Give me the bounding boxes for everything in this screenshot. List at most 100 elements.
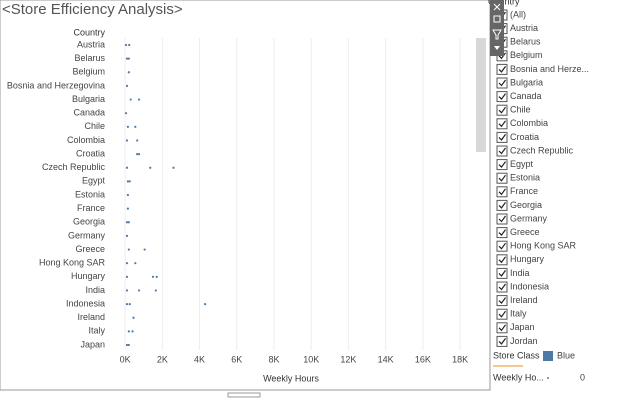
filter-icon[interactable] <box>492 29 502 40</box>
checkbox[interactable] <box>496 159 508 171</box>
x-tick-label: 16K <box>415 354 431 364</box>
checkbox[interactable] <box>496 77 508 89</box>
filter-item[interactable]: (All) <box>510 9 526 19</box>
checkbox[interactable] <box>496 131 508 143</box>
point <box>127 248 130 251</box>
checkbox[interactable] <box>496 199 508 211</box>
point <box>125 221 129 224</box>
plot: 0K 2K 4K 6K 8K 10K 12K 14K 16K 18K Austria Belarus B… <box>7 38 468 364</box>
point <box>136 152 139 156</box>
close-icon[interactable] <box>493 3 501 11</box>
filter-item[interactable]: Croatia <box>510 132 539 142</box>
y-tick-label: Georgia <box>73 217 105 227</box>
y-tick-label: Greece <box>75 244 105 254</box>
y-tick-label: Bulgaria <box>72 94 105 104</box>
checkmark <box>498 202 506 209</box>
filter-item[interactable]: France <box>510 186 538 196</box>
checkbox[interactable] <box>496 91 508 103</box>
checkbox[interactable] <box>496 295 508 307</box>
resize-handle[interactable] <box>227 392 261 398</box>
filter-item[interactable]: Egypt <box>510 159 534 169</box>
point <box>125 343 129 347</box>
point <box>125 262 129 265</box>
checkbox[interactable] <box>496 213 508 225</box>
point <box>172 166 175 169</box>
legend-swatch <box>543 351 553 361</box>
point <box>127 71 130 74</box>
checkbox[interactable] <box>496 254 508 266</box>
filter-item[interactable]: India <box>510 268 530 278</box>
menu-icon[interactable] <box>494 46 500 50</box>
point <box>204 302 207 306</box>
filter-item[interactable]: Belgium <box>510 50 543 60</box>
checkmark <box>498 338 506 345</box>
filter-item[interactable]: Japan <box>510 322 535 332</box>
point <box>127 221 130 224</box>
x-tick-label: 18K <box>452 354 468 364</box>
checkbox[interactable] <box>496 172 508 184</box>
filter-item[interactable]: Georgia <box>510 200 542 210</box>
legend-label: Blue <box>557 350 575 360</box>
y-tick-label: Italy <box>88 326 105 336</box>
checkbox[interactable] <box>496 104 508 116</box>
checkmark <box>498 297 506 305</box>
checkmark <box>498 270 506 277</box>
filter-panel: Country (All) Austria Belarus Belgium Bosnia … <box>488 0 589 347</box>
y-tick-label: Ireland <box>77 312 105 322</box>
filter-item[interactable]: Germany <box>510 213 548 223</box>
filter-item[interactable]: Ireland <box>510 295 538 305</box>
checkbox[interactable] <box>496 308 508 320</box>
checkbox[interactable] <box>496 281 508 293</box>
point <box>125 166 129 169</box>
filter-item[interactable]: Bulgaria <box>510 77 543 87</box>
x-tick-label: 0K <box>120 354 131 364</box>
filter-item[interactable]: Czech Republic <box>510 145 574 155</box>
scrollbar[interactable] <box>476 38 486 152</box>
filter-item[interactable]: Jordan <box>510 336 538 346</box>
point <box>129 98 132 101</box>
checkbox[interactable] <box>496 63 508 75</box>
checkmark <box>498 229 506 237</box>
checkmark <box>498 93 506 101</box>
point <box>131 330 134 333</box>
checkbox[interactable] <box>496 335 508 347</box>
size-legend-dot <box>547 377 549 379</box>
filter-item[interactable]: Hungary <box>510 254 545 264</box>
checkbox[interactable] <box>496 267 508 279</box>
filter-title: Country <box>488 0 520 6</box>
checkbox[interactable] <box>496 322 508 334</box>
checkmark <box>498 188 506 196</box>
point <box>127 343 130 347</box>
checkmark <box>498 174 506 182</box>
filter-item[interactable]: Belarus <box>510 37 541 47</box>
filter-item[interactable]: Italy <box>510 309 527 319</box>
filter-item[interactable]: Colombia <box>510 118 548 128</box>
checkbox[interactable] <box>496 240 508 252</box>
checkmark <box>498 134 506 141</box>
x-tick-label: 12K <box>340 354 356 364</box>
checkbox[interactable] <box>496 186 508 198</box>
popout-icon[interactable] <box>493 15 501 23</box>
point <box>125 289 129 292</box>
filter-item[interactable]: Greece <box>510 227 540 237</box>
checkmark <box>498 256 506 264</box>
filter-item[interactable]: Bosnia and Herze... <box>510 64 589 74</box>
checkmark <box>498 66 506 73</box>
filter-item[interactable]: Indonesia <box>510 281 549 291</box>
checkmark <box>498 52 506 60</box>
checkmark <box>498 120 506 128</box>
filter-item[interactable]: Hong Kong SAR <box>510 241 577 251</box>
filter-item[interactable]: Estonia <box>510 173 540 183</box>
x-tick-label: 4K <box>194 354 205 364</box>
checkbox[interactable] <box>496 227 508 239</box>
checkbox[interactable] <box>496 118 508 130</box>
y-tick-label: Germany <box>68 230 106 240</box>
y-tick-label: Croatia <box>76 148 105 158</box>
filter-item[interactable]: Chile <box>510 105 531 115</box>
toolbar <box>490 0 504 56</box>
checkbox[interactable] <box>496 145 508 157</box>
x-tick-label: 10K <box>303 354 319 364</box>
filter-item[interactable]: Canada <box>510 91 542 101</box>
filter-item[interactable]: Austria <box>510 23 538 33</box>
